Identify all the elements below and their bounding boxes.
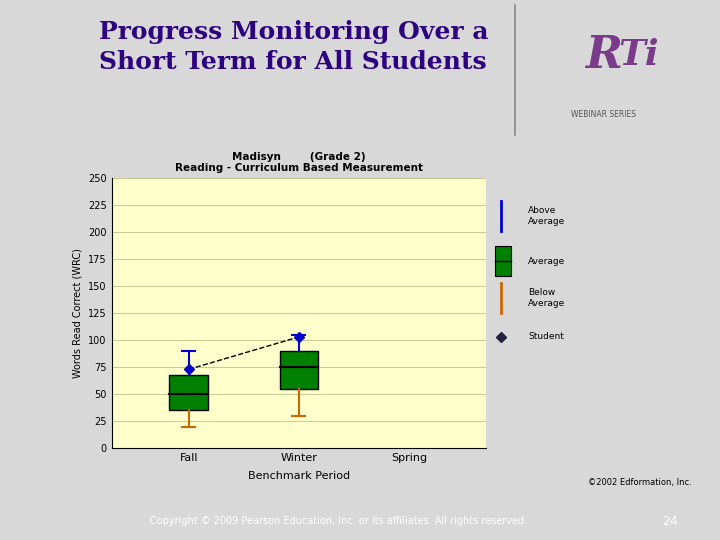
Y-axis label: Words Read Correct (WRC): Words Read Correct (WRC)	[73, 248, 82, 378]
X-axis label: Benchmark Period: Benchmark Period	[248, 471, 350, 481]
Text: R: R	[585, 33, 622, 77]
Bar	[169, 375, 208, 410]
Title: Madisyn        (Grade 2)
Reading - Curriculum Based Measurement: Madisyn (Grade 2) Reading - Curriculum B…	[175, 152, 423, 173]
Text: Above
Average: Above Average	[528, 206, 565, 226]
Text: Copyright © 2009 Pearson Education, Inc. or its affiliates. All rights reserved.: Copyright © 2009 Pearson Education, Inc.…	[150, 516, 527, 526]
Bar	[279, 351, 318, 389]
Text: WEBINAR SERIES: WEBINAR SERIES	[571, 110, 636, 119]
Text: ©2002 Edformation, Inc.: ©2002 Edformation, Inc.	[588, 478, 692, 487]
Bar	[495, 246, 510, 276]
Text: Progress Monitoring Over a
Short Term for All Students: Progress Monitoring Over a Short Term fo…	[99, 21, 488, 74]
Text: Average: Average	[528, 257, 565, 266]
Text: Ti: Ti	[618, 38, 659, 72]
Text: 24: 24	[662, 515, 678, 528]
Text: Student: Student	[528, 333, 564, 341]
Text: Below
Average: Below Average	[528, 288, 565, 308]
